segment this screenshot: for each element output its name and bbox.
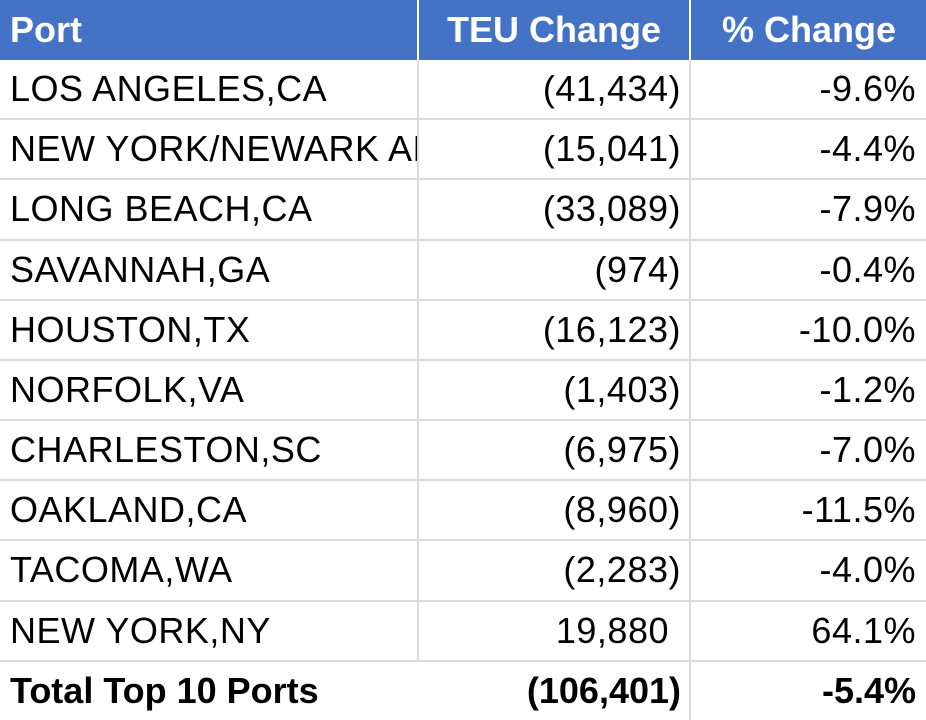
port-cell: NEW YORK,NY	[0, 600, 419, 662]
total-port-cell: Total Top 10 Ports	[0, 659, 418, 720]
port-cell: HOUSTON,TX	[0, 299, 419, 361]
table-row: HOUSTON,TX (16,123) -10.0%	[0, 299, 926, 361]
pct-change-cell: -0.4%	[690, 239, 926, 301]
header-row: Port TEU Change % Change	[0, 0, 926, 60]
port-cell: CHARLESTON,SC	[0, 420, 419, 482]
header-teu-change: TEU Change	[418, 0, 691, 60]
teu-change-cell: 19,880	[418, 600, 691, 662]
port-cell: OAKLAND,CA	[0, 480, 419, 542]
table-row: NEW YORK/NEWARK AREA,NJ (15,041) -4.4%	[0, 119, 926, 181]
table-row: TACOMA,WA (2,283) -4.0%	[0, 540, 926, 602]
header-port: Port	[0, 0, 419, 60]
teu-change-cell: (1,403)	[418, 359, 691, 422]
pct-change-cell: -4.4%	[690, 119, 926, 181]
pct-change-cell: -9.6%	[690, 60, 926, 121]
pct-change-cell: -7.0%	[690, 420, 926, 482]
table-row: NORFOLK,VA (1,403) -1.2%	[0, 359, 926, 422]
port-cell: LONG BEACH,CA	[0, 179, 419, 241]
header-pct-change: % Change	[690, 0, 926, 60]
table-row: NEW YORK,NY 19,880 64.1%	[0, 600, 926, 662]
port-cell: SAVANNAH,GA	[0, 239, 419, 301]
teu-change-cell: (8,960)	[418, 480, 691, 542]
table-row: LOS ANGELES,CA (41,434) -9.6%	[0, 60, 926, 121]
total-row: Total Top 10 Ports (106,401) -5.4%	[0, 659, 926, 720]
table-row: OAKLAND,CA (8,960) -11.5%	[0, 480, 926, 542]
teu-change-cell: (6,975)	[418, 420, 691, 482]
pct-change-cell: -4.0%	[690, 540, 926, 602]
table-row: CHARLESTON,SC (6,975) -7.0%	[0, 420, 926, 482]
teu-change-cell: (41,434)	[418, 60, 691, 121]
port-cell: LOS ANGELES,CA	[0, 60, 419, 121]
teu-change-cell: (16,123)	[418, 299, 691, 361]
pct-change-cell: -1.2%	[690, 359, 926, 422]
pct-change-cell: 64.1%	[690, 600, 926, 662]
port-cell: TACOMA,WA	[0, 540, 419, 602]
pct-change-cell: -11.5%	[690, 480, 926, 542]
teu-change-cell: (974)	[418, 239, 691, 301]
table-row: LONG BEACH,CA (33,089) -7.9%	[0, 179, 926, 241]
teu-change-cell: (15,041)	[418, 119, 691, 181]
table-row: SAVANNAH,GA (974) -0.4%	[0, 239, 926, 301]
teu-change-cell: (33,089)	[418, 179, 691, 241]
teu-change-cell: (2,283)	[418, 540, 691, 602]
port-cell: NEW YORK/NEWARK AREA,NJ	[0, 119, 419, 181]
pct-change-cell: -7.9%	[690, 179, 926, 241]
total-teu-change-cell: (106,401)	[418, 659, 691, 720]
pct-change-cell: -10.0%	[690, 299, 926, 361]
total-pct-change-cell: -5.4%	[690, 659, 926, 720]
port-cell: NORFOLK,VA	[0, 359, 419, 422]
